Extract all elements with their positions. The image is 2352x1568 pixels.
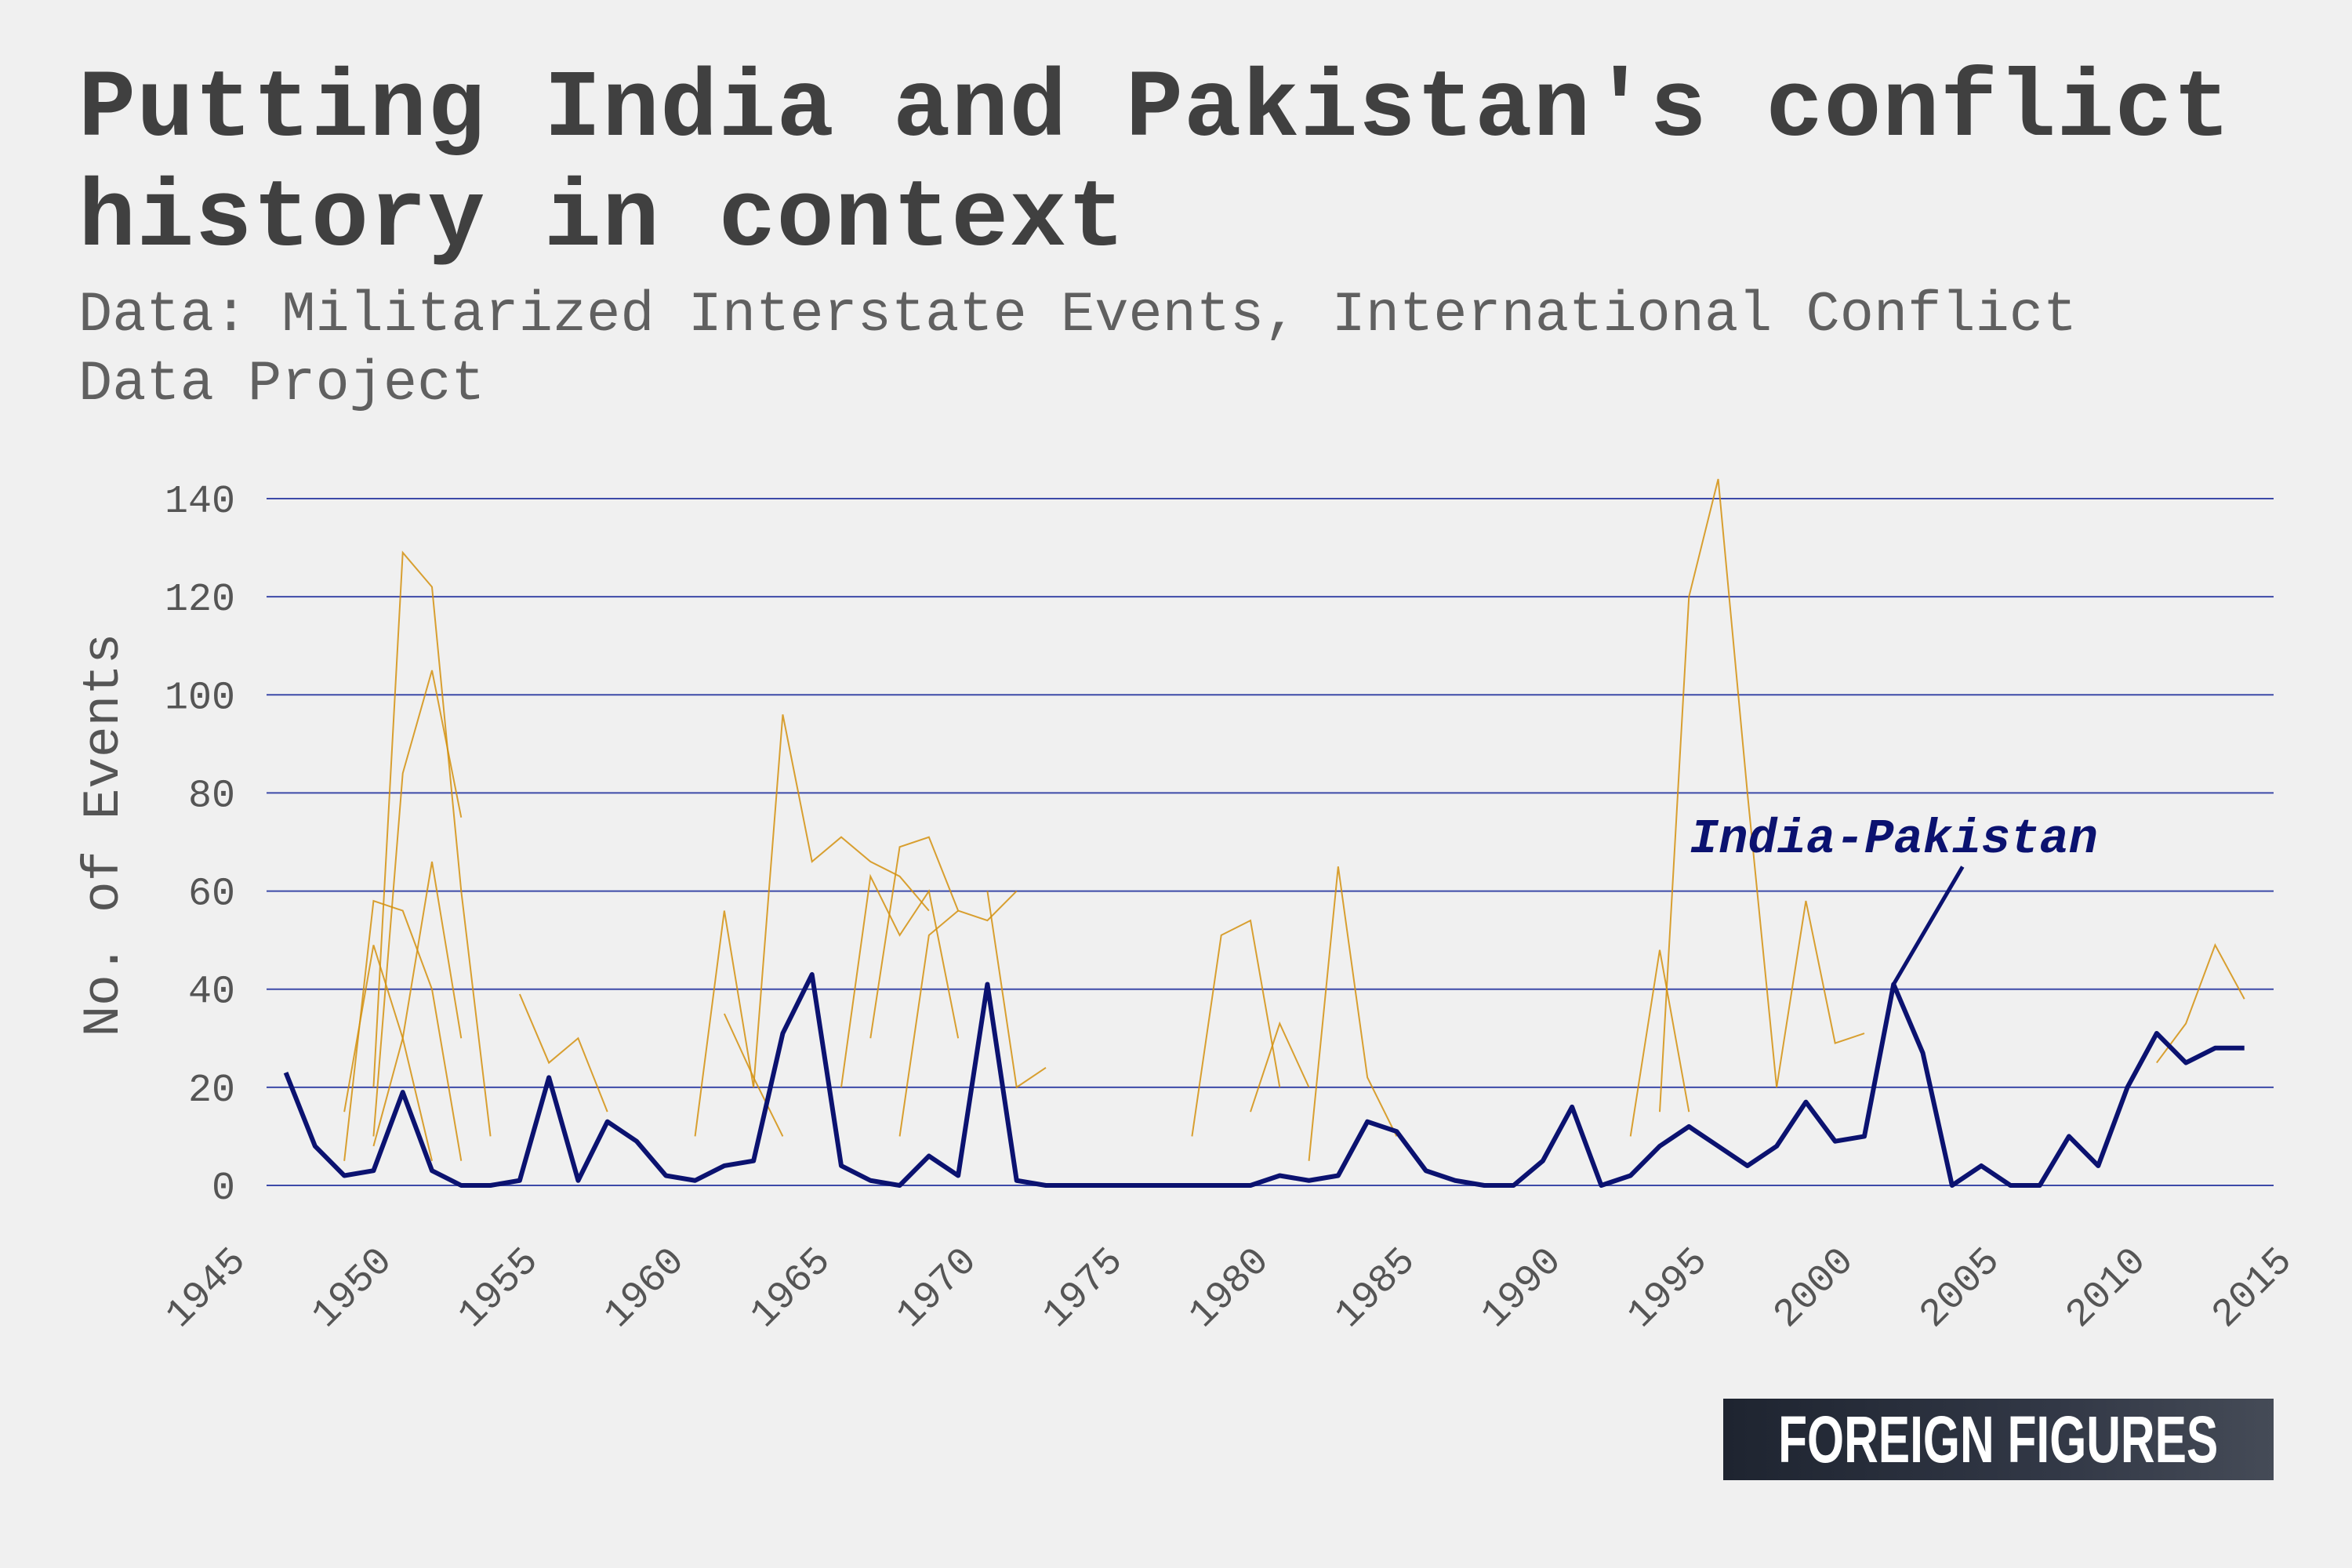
background-series xyxy=(343,478,2245,1161)
background-series-line xyxy=(723,1013,784,1137)
background-series-line xyxy=(898,909,959,1137)
x-tick-label: 1985 xyxy=(1327,1240,1425,1338)
background-series-line xyxy=(372,861,463,1147)
background-series-line xyxy=(518,993,608,1112)
brand-logo: FOREIGN FIGURES xyxy=(1723,1399,2274,1480)
background-series-line xyxy=(372,670,463,1137)
x-tick-label: 1960 xyxy=(596,1240,694,1338)
x-tick-label: 1970 xyxy=(888,1240,986,1338)
annotation-leader-line xyxy=(1892,866,1965,985)
background-series-line xyxy=(1776,900,1865,1088)
background-series-line xyxy=(694,910,755,1137)
x-tick-label: 1965 xyxy=(742,1240,840,1338)
x-tick-label: 2010 xyxy=(2058,1240,2156,1338)
x-axis-ticks: 1945 1950 1955 1960 1965 1970 1975 1980 1985 1990… xyxy=(158,1240,2302,1338)
x-tick-label: 2000 xyxy=(1766,1240,1864,1338)
x-tick-label: 1980 xyxy=(1181,1240,1279,1338)
x-tick-label: 1975 xyxy=(1035,1240,1133,1338)
y-tick-label: 60 xyxy=(188,873,235,917)
chart-subtitle: Data: Militarized Interstate Events, Int… xyxy=(78,283,2078,416)
y-tick-label: 20 xyxy=(188,1069,235,1113)
background-series-line xyxy=(343,945,433,1161)
x-tick-label: 2015 xyxy=(2204,1240,2302,1338)
y-axis-ticks: 0 20 40 60 80 100 120 140 xyxy=(165,480,235,1211)
chart-title: Putting India and Pakistan's conflict hi… xyxy=(78,55,2231,274)
background-series-line xyxy=(372,550,492,1137)
y-tick-label: 0 xyxy=(212,1167,235,1211)
background-series-line xyxy=(1629,949,1690,1137)
y-tick-label: 80 xyxy=(188,774,235,818)
x-tick-label: 1955 xyxy=(450,1240,548,1338)
brand-label: FOREIGN FIGURES xyxy=(1778,1402,2219,1476)
background-series-line xyxy=(753,714,930,1087)
background-series-line xyxy=(1659,478,1778,1112)
background-series-line xyxy=(343,899,463,1161)
background-series-line xyxy=(1308,866,1398,1161)
background-series-line xyxy=(1191,919,1281,1137)
x-tick-label: 2005 xyxy=(1911,1240,2009,1338)
background-series-line xyxy=(840,873,960,1087)
y-tick-label: 40 xyxy=(188,971,235,1015)
title-block: Putting India and Pakistan's conflict hi… xyxy=(78,55,2321,419)
highlight-series xyxy=(283,971,2245,1188)
gridlines xyxy=(267,498,2274,1186)
x-tick-label: 1950 xyxy=(304,1240,402,1338)
annotation-india-pakistan: India-Pakistan xyxy=(1690,811,2098,867)
x-tick-label: 1945 xyxy=(158,1240,256,1338)
background-series-line xyxy=(1250,1021,1310,1112)
x-tick-label: 1995 xyxy=(1619,1240,1717,1338)
y-axis-label: No. of Events xyxy=(74,633,133,1037)
y-tick-label: 120 xyxy=(165,578,235,622)
india-pakistan-line xyxy=(283,971,2245,1188)
y-tick-label: 140 xyxy=(165,480,235,524)
background-series-line xyxy=(986,891,1047,1089)
y-tick-label: 100 xyxy=(165,676,235,720)
x-tick-label: 1990 xyxy=(1473,1240,1571,1338)
background-series-line xyxy=(869,836,1018,1039)
background-series-line xyxy=(2156,942,2245,1064)
